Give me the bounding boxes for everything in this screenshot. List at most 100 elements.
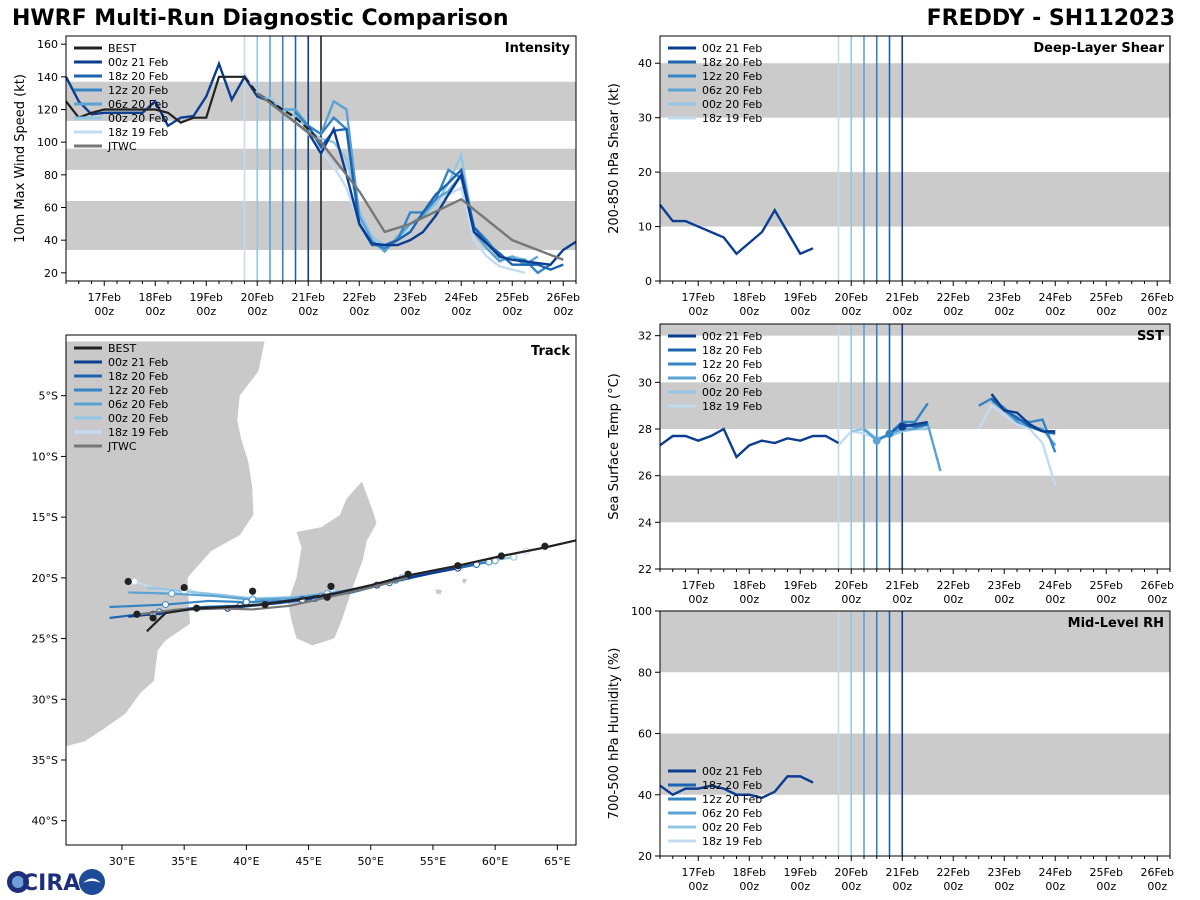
intensity-chart: 2040608010012014016017Feb00z18Feb00z19Fe…	[13, 35, 580, 318]
x-tick-label-date: 17Feb	[682, 866, 715, 879]
legend-label: 00z 21 Feb	[702, 765, 762, 778]
best-track-point	[454, 562, 462, 570]
x-tick-label-hour: 00z	[688, 880, 708, 893]
x-tick-label-hour: 00z	[892, 593, 912, 606]
y-tick-label: 80	[638, 666, 652, 679]
x-tick-label-hour: 00z	[349, 305, 369, 318]
x-tick-label-date: 24Feb	[1039, 291, 1072, 304]
track-point	[168, 590, 176, 598]
x-tick-label-date: 23Feb	[988, 579, 1021, 592]
y-tick-label: 100	[37, 136, 58, 149]
sst-chart: 22242628303217Feb00z18Feb00z19Feb00z20Fe…	[607, 323, 1174, 606]
x-tick-label-date: 23Feb	[988, 291, 1021, 304]
x-tick-label-date: 21Feb	[886, 291, 919, 304]
x-tick-label-hour: 00z	[1045, 593, 1065, 606]
x-tick-label-hour: 00z	[1147, 880, 1167, 893]
shaded-band	[660, 611, 1170, 673]
best-track-point	[133, 610, 141, 618]
shaded-band	[660, 475, 1170, 523]
x-tick-label-date: 21Feb	[886, 866, 919, 879]
x-tick-label-hour: 00z	[892, 880, 912, 893]
lat-tick-label: 5°S	[39, 390, 58, 403]
lon-tick-label: 30°E	[109, 855, 135, 868]
page-title: HWRF Multi-Run Diagnostic Comparison	[12, 6, 509, 31]
y-axis-label: 200-850 hPa Shear (kt)	[607, 83, 622, 234]
y-tick-label: 40	[44, 234, 58, 247]
x-tick-label-date: 19Feb	[190, 291, 223, 304]
x-tick-label-hour: 00z	[1096, 305, 1116, 318]
y-tick-label: 22	[638, 563, 652, 576]
x-tick-label-date: 24Feb	[1039, 579, 1072, 592]
best-track-point	[149, 614, 157, 622]
panel-title: Deep-Layer Shear	[1033, 41, 1164, 56]
cira-emblem-icon	[79, 869, 105, 895]
cira-logo-text: CIRA	[22, 871, 80, 896]
lon-tick-label: 50°E	[358, 855, 384, 868]
x-tick-label-date: 17Feb	[88, 291, 121, 304]
legend-label: 18z 19 Feb	[702, 835, 762, 848]
y-axis-label: 10m Max Wind Speed (kt)	[13, 74, 28, 243]
lon-tick-label: 60°E	[482, 855, 508, 868]
shaded-band	[660, 324, 1170, 336]
y-tick-label: 30	[638, 112, 652, 125]
x-tick-label-hour: 00z	[994, 305, 1014, 318]
shaded-band	[660, 172, 1170, 227]
y-tick-label: 20	[638, 850, 652, 863]
x-tick-label-date: 22Feb	[937, 291, 970, 304]
series-line	[902, 420, 928, 428]
legend-label: 00z 21 Feb	[702, 42, 762, 55]
best-track-point	[323, 593, 331, 601]
rh-chart: 2040608010017Feb00z18Feb00z19Feb00z20Feb…	[607, 605, 1174, 893]
y-tick-label: 160	[37, 38, 58, 51]
x-tick-label-hour: 00z	[739, 880, 759, 893]
legend-label: JTWC	[107, 440, 137, 453]
x-tick-label-date: 20Feb	[241, 291, 274, 304]
y-tick-label: 100	[631, 605, 652, 618]
lat-tick-label: 30°S	[32, 693, 58, 706]
cira-emblem-wave-icon	[83, 878, 101, 883]
y-tick-label: 40	[638, 789, 652, 802]
x-tick-label-date: 26Feb	[547, 291, 580, 304]
x-tick-label-date: 18Feb	[139, 291, 172, 304]
x-tick-label-date: 18Feb	[733, 866, 766, 879]
map-content	[66, 335, 576, 845]
track-map: 30°E 35°E 40°E 45°E 50°E 55°E 60°E 65°E 5°S 10°S 1…	[32, 334, 577, 868]
x-tick-label-hour: 00z	[892, 305, 912, 318]
y-tick-label: 30	[638, 376, 652, 389]
x-tick-label-date: 22Feb	[343, 291, 376, 304]
y-tick-label: 80	[44, 169, 58, 182]
legend-label: 06z 20 Feb	[108, 98, 168, 111]
y-tick-label: 20	[44, 267, 58, 280]
land-reunion	[435, 588, 444, 596]
legend-label: 12z 20 Feb	[108, 384, 168, 397]
legend-label: 18z 20 Feb	[108, 370, 168, 383]
x-tick-label-date: 25Feb	[496, 291, 529, 304]
panel-title: Intensity	[505, 41, 571, 56]
x-tick-label-hour: 00z	[790, 305, 810, 318]
x-tick-label-date: 22Feb	[937, 579, 970, 592]
x-tick-label-hour: 00z	[1096, 880, 1116, 893]
init-point	[898, 422, 907, 431]
y-tick-label: 40	[638, 57, 652, 70]
x-tick-label-hour: 00z	[298, 305, 318, 318]
y-tick-label: 32	[638, 330, 652, 343]
x-tick-label-date: 25Feb	[1090, 579, 1123, 592]
x-tick-label-hour: 00z	[994, 880, 1014, 893]
x-tick-label-date: 17Feb	[682, 291, 715, 304]
legend-label: 06z 20 Feb	[702, 84, 762, 97]
lon-tick-label: 45°E	[295, 855, 321, 868]
y-tick-label: 26	[638, 470, 652, 483]
x-tick-label-hour: 00z	[739, 305, 759, 318]
legend-label: 06z 20 Feb	[702, 372, 762, 385]
x-tick-label-date: 26Feb	[1141, 291, 1174, 304]
map-frame	[65, 334, 577, 846]
cira-globe-core-icon	[12, 876, 24, 888]
legend-label: 18z 19 Feb	[108, 126, 168, 139]
track-point	[510, 553, 518, 561]
x-tick-label-hour: 00z	[841, 305, 861, 318]
cira-logo: CIRA	[7, 869, 105, 896]
legend-label: 00z 20 Feb	[108, 112, 168, 125]
series-line	[659, 427, 840, 459]
